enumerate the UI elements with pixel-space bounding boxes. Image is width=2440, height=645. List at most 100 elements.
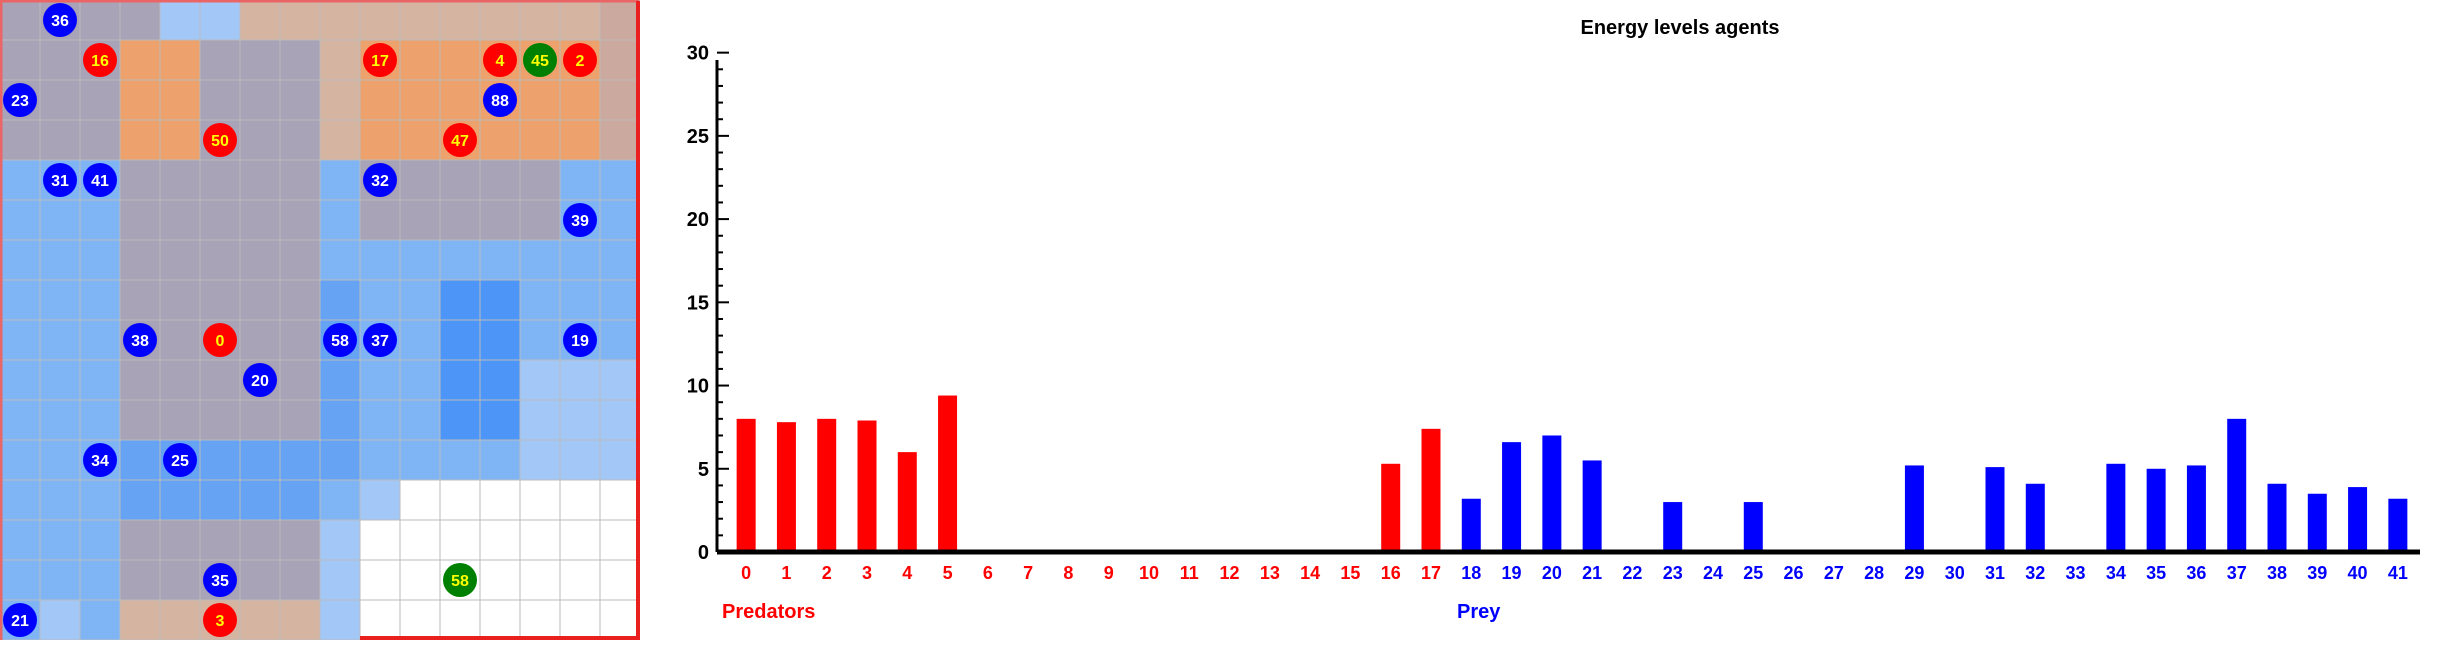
- grid-cell: [319, 39, 361, 81]
- agent-prey[interactable]: 32: [363, 163, 397, 197]
- grid-cell: [279, 239, 321, 281]
- x-tick-label: 25: [1743, 563, 1763, 583]
- prey-energy-bar: [1904, 465, 1924, 552]
- agent-food[interactable]: 58: [443, 563, 477, 597]
- grid-cell: [119, 39, 161, 81]
- grid-cell: [399, 119, 441, 161]
- prey-energy-bar: [2227, 418, 2247, 552]
- grid-cell: [39, 199, 81, 241]
- agent-prey[interactable]: 19: [563, 323, 597, 357]
- agent-predator[interactable]: 4: [483, 43, 517, 77]
- agent-prey[interactable]: 25: [163, 443, 197, 477]
- grid-cell: [39, 279, 81, 321]
- x-tick-label: 6: [983, 563, 993, 583]
- agent-predator[interactable]: 0: [203, 323, 237, 357]
- grid-cell: [39, 599, 81, 641]
- grid-cell: [399, 599, 441, 641]
- grid-cell: [359, 479, 401, 521]
- grid-cell: [479, 439, 521, 481]
- agent-prey[interactable]: 37: [363, 323, 397, 357]
- agent-label: 41: [91, 173, 109, 190]
- agent-prey[interactable]: 88: [483, 83, 517, 117]
- x-tick-label: 16: [1381, 563, 1401, 583]
- grid-cell: [399, 559, 441, 601]
- world-grid: 36 16 17 4 45 2 23 88 50 47 31 41 32 39 38 0 58 37 19 20 34 2…: [0, 0, 641, 641]
- prey-energy-bar: [1663, 502, 1683, 552]
- grid-cell: [479, 199, 521, 241]
- grid-cell: [159, 119, 201, 161]
- x-tick-label: 29: [1904, 563, 1924, 583]
- x-tick-label: 32: [2025, 563, 2045, 583]
- agent-prey[interactable]: 41: [83, 163, 117, 197]
- grid-cell: [599, 159, 641, 201]
- grid-cell: [79, 519, 121, 561]
- agent-marker: [243, 363, 277, 397]
- grid-cell: [279, 519, 321, 561]
- agent-prey[interactable]: 21: [3, 603, 37, 637]
- grid-cell: [0, 519, 41, 561]
- y-tick-label: 20: [687, 209, 709, 231]
- agent-prey[interactable]: 20: [243, 363, 277, 397]
- agent-prey[interactable]: 38: [123, 323, 157, 357]
- grid-cell: [119, 79, 161, 121]
- grid-cell: [239, 599, 281, 641]
- grid-cell: [479, 519, 521, 561]
- agent-predator[interactable]: 47: [443, 123, 477, 157]
- prey-energy-bar: [1502, 442, 1522, 552]
- agent-predator[interactable]: 17: [363, 43, 397, 77]
- grid-cell: [39, 319, 81, 361]
- world-grid-svg: 36 16 17 4 45 2 23 88 50 47 31 41 32 39 38 0 58 37 19 20 34 2…: [0, 0, 641, 641]
- grid-cell: [239, 39, 281, 81]
- agent-prey[interactable]: 34: [83, 443, 117, 477]
- agent-predator[interactable]: 2: [563, 43, 597, 77]
- predator-energy-bar: [817, 418, 837, 552]
- agent-predator[interactable]: 50: [203, 123, 237, 157]
- grid-cell: [119, 439, 161, 481]
- grid-cell: [119, 479, 161, 521]
- agent-food[interactable]: 45: [523, 43, 557, 77]
- grid-cell: [79, 319, 121, 361]
- agent-predator[interactable]: 16: [83, 43, 117, 77]
- grid-cell: [519, 199, 561, 241]
- agent-marker: [443, 123, 477, 157]
- agent-prey[interactable]: 35: [203, 563, 237, 597]
- grid-cell: [439, 359, 481, 401]
- agent-prey[interactable]: 39: [563, 203, 597, 237]
- agent-prey[interactable]: 31: [43, 163, 77, 197]
- agent-prey[interactable]: 58: [323, 323, 357, 357]
- grid-cell: [439, 199, 481, 241]
- grid-cell: [399, 519, 441, 561]
- prey-energy-bar: [1542, 435, 1562, 552]
- predator-energy-bar: [736, 418, 756, 552]
- grid-cell: [439, 239, 481, 281]
- prey-energy-bar: [2348, 487, 2368, 552]
- x-tick-label: 23: [1663, 563, 1683, 583]
- agent-label: 35: [211, 573, 229, 590]
- agent-predator[interactable]: 3: [203, 603, 237, 637]
- x-tick-label: 3: [862, 563, 872, 583]
- grid-cell: [599, 319, 641, 361]
- x-tick-label: 28: [1864, 563, 1884, 583]
- grid-cell: [479, 599, 521, 641]
- grid-cell: [0, 279, 41, 321]
- agent-prey[interactable]: 23: [3, 83, 37, 117]
- grid-cell: [239, 319, 281, 361]
- grid-cell: [79, 359, 121, 401]
- x-tick-label: 26: [1784, 563, 1804, 583]
- grid-cell: [519, 559, 561, 601]
- agent-prey[interactable]: 36: [43, 3, 77, 37]
- grid-cell: [519, 519, 561, 561]
- grid-cell: [319, 199, 361, 241]
- grid-cell: [279, 279, 321, 321]
- grid-cell: [519, 439, 561, 481]
- grid-cell: [559, 159, 601, 201]
- grid-cell: [239, 479, 281, 521]
- grid-cell: [319, 439, 361, 481]
- x-tick-label: 36: [2186, 563, 2206, 583]
- grid-cell: [519, 319, 561, 361]
- x-tick-label: 34: [2106, 563, 2126, 583]
- grid-cell: [399, 0, 441, 41]
- agent-label: 3: [216, 613, 225, 630]
- grid-cell: [199, 359, 241, 401]
- agent-label: 38: [131, 333, 149, 350]
